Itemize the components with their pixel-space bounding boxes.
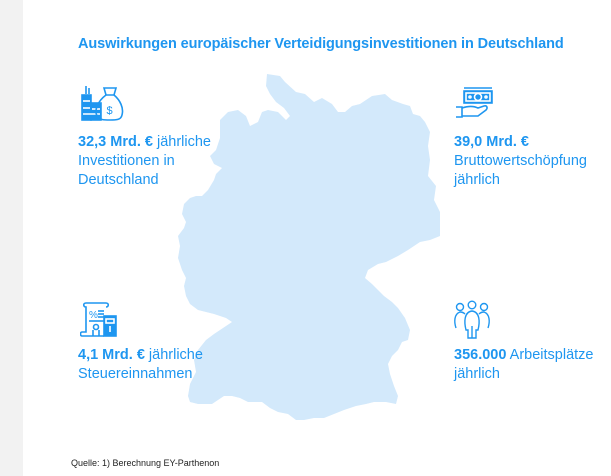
stat-tax-value: 4,1 Mrd. € [78, 347, 145, 363]
people-group-icon [454, 300, 490, 339]
tax-document-calculator-icon: % [80, 302, 117, 337]
stat-value-added-value: 39,0 Mrd. € [454, 134, 529, 150]
stat-tax-label: jährliche [144, 347, 203, 363]
stat-investment-line2: Investitionen in [78, 153, 175, 169]
stat-value-added-line3: jährlich [454, 172, 500, 188]
stat-tax-line2: Steuereinnahmen [78, 366, 193, 382]
stat-jobs-value: 356.000 [454, 347, 507, 363]
stat-investment-value: 32,3 Mrd. € [78, 134, 153, 150]
stat-investment-line3: Deutschland [78, 172, 159, 188]
stat-jobs-label: Arbeitsplätze [506, 347, 594, 363]
money-bag-coins-icon: $ [81, 86, 124, 121]
stat-investment-label: jährliche [152, 134, 211, 150]
stat-value-added-line2: Bruttowertschöpfung [454, 153, 587, 169]
svg-text:$: $ [106, 105, 112, 117]
stat-value-added: 39,0 Mrd. € Bruttowertschöpfung jährlich [454, 133, 587, 190]
hand-holding-banknote-icon [456, 87, 493, 118]
source-note: Quelle: 1) Berechnung EY-Parthenon [71, 458, 220, 468]
left-sidebar-strip [0, 0, 23, 476]
stat-jobs-line2: jährlich [454, 366, 500, 382]
page-title: Auswirkungen europäischer Verteidigungsi… [78, 36, 564, 52]
stat-tax: 4,1 Mrd. € jährliche Steuereinnahmen [78, 346, 203, 384]
stat-jobs: 356.000 Arbeitsplätze jährlich [454, 346, 593, 384]
stat-investment: 32,3 Mrd. € jährliche Investitionen in D… [78, 133, 211, 190]
svg-text:%: % [89, 310, 98, 321]
